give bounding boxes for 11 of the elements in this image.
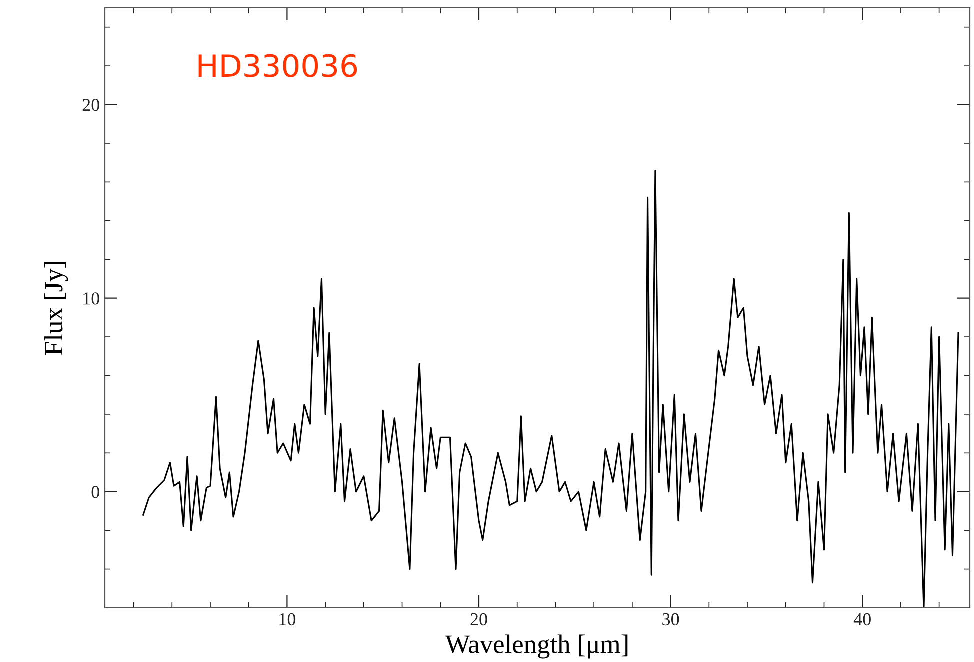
x-axis-title: Wavelength [μm] [445,634,628,659]
y-axis-title: Flux [Jy] [44,262,68,356]
line-series [142,170,960,608]
y-tick-label: 0 [92,486,100,498]
x-tick-label: 20 [470,613,488,626]
x-tick-label: 10 [280,613,296,626]
x-tick-label: 40 [854,613,871,626]
y-tick-label: 10 [84,292,100,305]
annotation: HD330036 [198,54,358,78]
x-tick-label: 30 [662,613,680,626]
y-tick-label: 20 [82,99,100,112]
